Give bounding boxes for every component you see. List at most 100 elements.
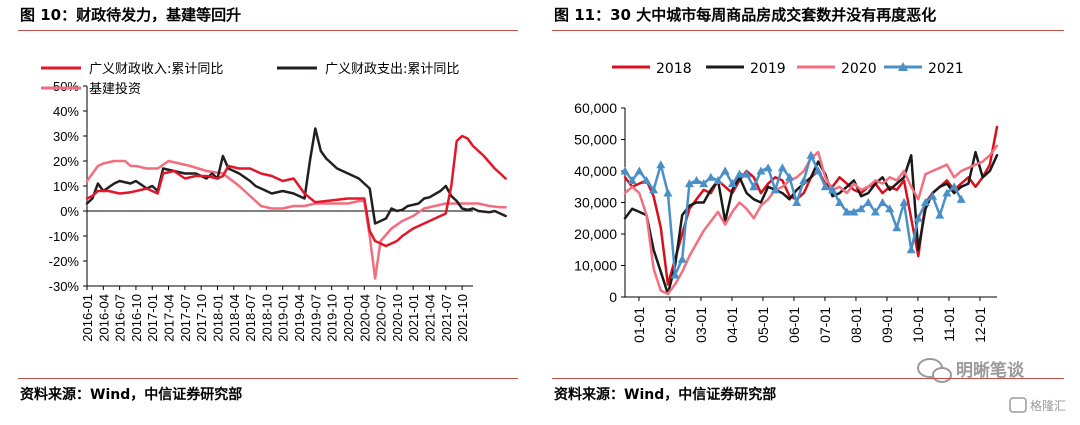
right-legend-marker-3 — [898, 62, 908, 71]
left-legend-label-1: 广义财政支出:累计同比 — [325, 62, 459, 77]
right-panel-title: 图 11：30 大中城市每周商品房成交套数并没有再度恶化 — [554, 6, 937, 24]
right-series-marker-2021 — [770, 185, 780, 194]
left-series-line-0 — [85, 134, 507, 248]
left-title-rule — [18, 30, 518, 31]
right-series-marker-2021 — [799, 175, 809, 184]
right-series-marker-2021 — [627, 175, 637, 184]
left-x-tick-label: 2017-10 — [194, 294, 209, 342]
right-series-marker-2021 — [956, 194, 966, 203]
right-legend-label-2: 2020 — [841, 61, 877, 77]
left-x-tick-label: 2016-07 — [113, 294, 128, 342]
left-x-tick-label: 2021-10 — [455, 294, 470, 342]
left-y-tick-label: -20% — [49, 254, 80, 269]
right-series-marker-2021 — [763, 163, 773, 172]
right-series-marker-2021 — [749, 182, 759, 191]
right-series-marker-2021 — [670, 270, 680, 279]
right-title-rule — [552, 30, 1064, 31]
right-series-marker-2021 — [878, 198, 888, 206]
left-legend-label-0: 广义财政收入:累计同比 — [89, 62, 223, 77]
left-chart: 50%40%30%20%10%0%-10%-20%-30%2016-012016… — [41, 62, 507, 342]
right-series-marker-2021 — [634, 166, 644, 175]
right-series-marker-2021 — [713, 175, 723, 184]
right-x-tick-label: 04-01 — [724, 307, 740, 343]
left-x-tick-label: 2018-04 — [227, 294, 242, 342]
right-x-tick-label: 11-01 — [941, 307, 957, 342]
right-series-marker-2021 — [756, 166, 766, 175]
left-x-tick-label: 2019-10 — [325, 294, 340, 342]
right-chart: 60,000 50,000 40,000 30,000 20,000 10,000 0 01-… — [574, 61, 999, 343]
left-legend-label-2: 基建投资 — [89, 81, 141, 97]
right-series-marker-2021 — [663, 188, 673, 197]
right-y-tick-label: 0 — [609, 289, 617, 305]
right-series-marker-2021 — [813, 166, 823, 175]
left-y-tick-label: 30% — [53, 129, 79, 144]
right-series-marker-2021 — [641, 175, 651, 184]
right-series-marker-2021 — [777, 163, 787, 172]
left-x-tick-label: 2021-04 — [423, 294, 438, 342]
left-panel-title: 图 10：财政待发力，基建等回升 — [20, 6, 242, 24]
left-y-tick-label: -10% — [49, 229, 80, 244]
right-series-marker-2021 — [649, 185, 659, 194]
right-series-marker-2021 — [785, 172, 795, 181]
right-x-tick-label: 06-01 — [786, 307, 802, 343]
left-x-tick-label: 2019-01 — [276, 294, 291, 342]
right-x-tick-label: 09-01 — [879, 307, 895, 343]
right-series-marker-2021 — [820, 182, 830, 191]
right-legend-label-0: 2018 — [656, 61, 692, 77]
left-series-line-1 — [85, 127, 507, 225]
right-source: 资料来源：Wind，中信证券研究部 — [554, 387, 777, 403]
left-y-tick-label: 0% — [60, 204, 79, 219]
left-series-line-2 — [85, 159, 507, 280]
left-x-tick-label: 2017-07 — [178, 294, 193, 342]
right-x-tick-label: 05-01 — [755, 307, 771, 343]
right-legend-label-3: 2021 — [928, 61, 964, 77]
left-x-tick-label: 2017-04 — [162, 294, 177, 342]
right-x-tick-label: 08-01 — [848, 307, 864, 343]
left-x-tick-label: 2021-01 — [406, 294, 421, 342]
right-series-marker-2021 — [920, 198, 930, 206]
left-x-tick-label: 2020-04 — [357, 294, 372, 342]
right-series-marker-2021 — [792, 198, 802, 206]
right-series-marker-2021 — [935, 210, 945, 219]
left-source: 资料来源：Wind，中信证券研究部 — [20, 387, 243, 403]
right-series-marker-2021 — [677, 254, 687, 263]
right-y-tick-label: 30,000 — [574, 195, 617, 211]
left-y-tick-label: -30% — [49, 279, 80, 294]
right-series-marker-2021 — [827, 185, 837, 194]
right-series-marker-2021 — [727, 179, 737, 188]
right-y-tick-label: 40,000 — [574, 163, 617, 179]
left-x-tick-label: 2018-10 — [259, 294, 274, 342]
right-series-marker-2021 — [742, 169, 752, 178]
right-series-marker-2021 — [885, 204, 895, 213]
right-series-marker-2021 — [870, 207, 880, 216]
right-series-marker-2021 — [684, 179, 694, 188]
right-series-marker-2021 — [863, 198, 873, 206]
left-x-tick-label: 2021-07 — [439, 294, 454, 342]
left-x-tick-label: 2017-01 — [145, 294, 160, 342]
right-x-tick-label: 02-01 — [662, 307, 678, 343]
left-x-tick-label: 2016-01 — [80, 294, 95, 342]
right-series-marker-2021 — [806, 150, 816, 159]
left-x-tick-label: 2020-10 — [390, 294, 405, 342]
left-y-tick-label: 10% — [53, 179, 79, 194]
left-x-tick-label: 2018-07 — [243, 294, 258, 342]
left-x-tick-label: 2016-04 — [96, 294, 111, 342]
right-series-marker-2021 — [849, 207, 859, 216]
right-series-marker-2021 — [842, 207, 852, 216]
left-x-tick-label: 2016-10 — [129, 294, 144, 342]
right-x-tick-label: 12-01 — [972, 307, 988, 343]
left-x-tick-label: 2020-01 — [341, 294, 356, 342]
left-x-tick-label: 2018-01 — [210, 294, 225, 342]
right-series-marker-2021 — [906, 245, 916, 254]
right-series-marker-2021 — [699, 179, 709, 188]
right-series-marker-2021 — [949, 182, 959, 191]
right-source-rule — [552, 378, 1064, 379]
right-series-marker-2021 — [835, 198, 845, 206]
right-series-marker-2021 — [913, 213, 923, 222]
right-series-marker-2021 — [892, 223, 902, 232]
right-series-marker-2021 — [899, 198, 909, 206]
right-y-tick-label: 60,000 — [574, 100, 617, 116]
right-x-tick-label: 03-01 — [693, 307, 709, 343]
